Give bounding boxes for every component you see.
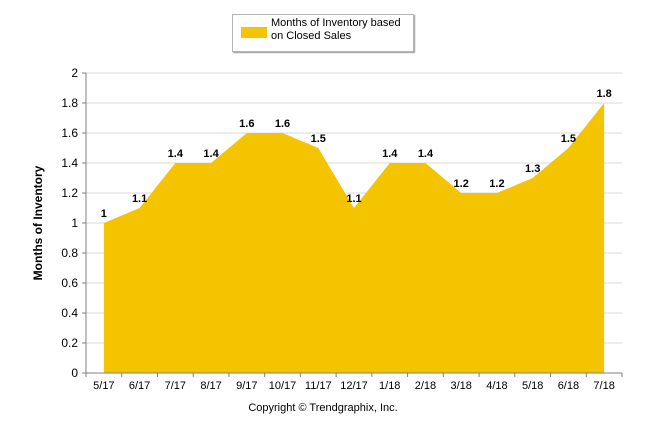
- x-tick-label: 11/17: [305, 380, 332, 392]
- x-tick-label: 4/18: [486, 380, 507, 392]
- x-tick-label: 12/17: [340, 380, 368, 392]
- data-label: 1.2: [489, 178, 504, 190]
- x-tick-label: 6/17: [129, 380, 150, 392]
- data-label: 1.1: [132, 193, 147, 205]
- data-label: 1.5: [561, 133, 576, 145]
- data-labels: 1 1.1 1.4 1.4 1.6 1.6 1.5 1.1 1.4 1.4 1.2 1.2 1.3 1.5…: [101, 88, 612, 220]
- area-series: [103, 103, 605, 373]
- data-label: 1.4: [168, 148, 184, 160]
- x-tick-label: 7/17: [165, 380, 186, 392]
- data-label: 1.4: [418, 148, 434, 160]
- axes: [85, 73, 623, 377]
- data-label: 1.3: [525, 163, 540, 175]
- copyright-caption: Copyright © Trendgraphix, Inc.: [248, 402, 398, 414]
- x-tick-label: 1/18: [379, 380, 400, 392]
- y-tick-label: 0.2: [61, 336, 78, 350]
- data-label: 1: [101, 208, 107, 220]
- x-tick-label: 3/18: [450, 380, 471, 392]
- y-tick-label: 1.8: [61, 96, 78, 110]
- x-tick-label: 5/18: [522, 380, 543, 392]
- data-label: 1.2: [454, 178, 469, 190]
- y-tick-labels: 0 0.2 0.4 0.6 0.8 1 1.2 1.4 1.6 1.8 2: [61, 66, 78, 380]
- y-tick-label: 0.8: [61, 246, 78, 260]
- data-label: 1.1: [346, 193, 361, 205]
- x-tick-label: 10/17: [269, 380, 297, 392]
- data-label: 1.8: [596, 88, 611, 100]
- data-label: 1.4: [382, 148, 398, 160]
- legend: Months of Inventory based on Closed Sale…: [232, 14, 414, 52]
- x-tick-label: 5/17: [93, 380, 114, 392]
- legend-label: Months of Inventory based on Closed Sale…: [271, 17, 401, 42]
- x-tick-label: 8/17: [200, 380, 221, 392]
- y-axis-title: Months of Inventory: [31, 165, 45, 280]
- x-tick-label: 2/18: [415, 380, 436, 392]
- data-label: 1.6: [275, 118, 290, 130]
- x-tick-label: 7/18: [593, 380, 614, 392]
- y-tick-label: 1.4: [61, 156, 78, 170]
- x-tick-labels: 5/17 6/17 7/17 8/17 9/17 10/17 11/17 12/17 1/18 2…: [93, 380, 615, 392]
- x-tick-label: 9/17: [236, 380, 257, 392]
- area-fill: [103, 103, 605, 373]
- y-tick-label: 1.2: [61, 186, 78, 200]
- x-tick-label: 6/18: [558, 380, 579, 392]
- y-tick-label: 1.6: [61, 126, 78, 140]
- data-label: 1.4: [203, 148, 219, 160]
- y-tick-label: 2: [71, 66, 78, 80]
- y-tick-label: 0: [71, 366, 78, 380]
- legend-swatch: [241, 27, 267, 38]
- data-label: 1.6: [239, 118, 254, 130]
- y-tick-label: 0.4: [61, 306, 78, 320]
- y-tick-label: 0.6: [61, 276, 78, 290]
- data-label: 1.5: [311, 133, 326, 145]
- y-tick-label: 1: [71, 216, 78, 230]
